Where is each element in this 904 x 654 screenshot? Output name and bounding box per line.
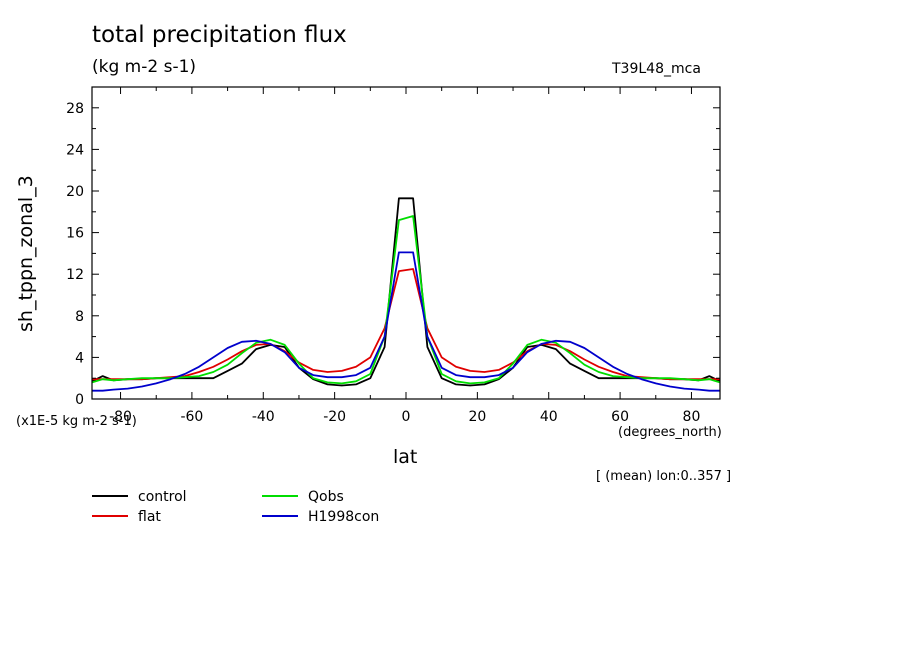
y-tick-label: 20	[66, 184, 84, 200]
x-tick-label: 20	[468, 409, 486, 425]
series-line-qobs	[91, 215, 721, 385]
y-tick-label: 24	[66, 142, 84, 158]
legend: control flat Qobs H1998con	[92, 489, 379, 525]
y-tick-label: 12	[66, 267, 84, 283]
y-tick-label: 8	[75, 309, 84, 325]
x-tick-label: 80	[683, 409, 701, 425]
averaging-note: [ (mean) lon:0..357 ]	[596, 469, 732, 484]
legend-label-flat: flat	[138, 509, 161, 525]
legend-label-control: control	[138, 489, 187, 505]
x-tick-label: -20	[323, 409, 346, 425]
y-axis-units: (x1E-5 kg m-2 s-1)	[16, 414, 137, 429]
legend-label-qobs: Qobs	[308, 489, 344, 505]
x-tick-label: -60	[180, 409, 203, 425]
y-tick-label: 4	[75, 350, 84, 366]
x-tick-label: 0	[402, 409, 411, 425]
legend-label-h1998con: H1998con	[308, 509, 379, 525]
dataset-label: T39L48_mca	[612, 61, 701, 77]
series-line-control	[91, 197, 721, 387]
chart-title: total precipitation flux	[92, 22, 347, 48]
x-tick-label: -40	[252, 409, 275, 425]
y-tick-label: 28	[66, 101, 84, 117]
series-line-h1998con	[92, 251, 720, 392]
x-tick-label: 40	[540, 409, 558, 425]
plot-frame	[91, 86, 721, 400]
series-line-flat	[92, 268, 720, 381]
x-tick-label: -80	[109, 409, 132, 425]
x-axis-units: (degrees_north)	[618, 425, 722, 440]
x-tick-label: 60	[611, 409, 629, 425]
series-layer	[91, 197, 721, 392]
y-tick-label: 16	[66, 226, 84, 242]
chart-subtitle: (kg m-2 s-1)	[92, 57, 197, 77]
y-tick-label: 0	[75, 392, 84, 408]
x-axis-label: lat	[393, 446, 418, 468]
tick-layer: -80 -60 -40 -20 0 20 40 60 80 0 4 8 12 16 20 24 28	[66, 87, 720, 425]
